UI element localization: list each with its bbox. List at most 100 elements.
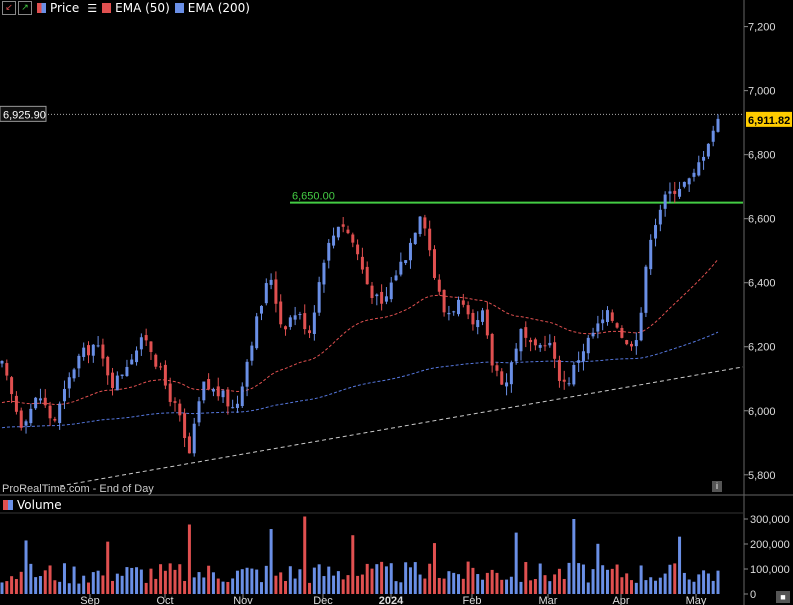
candle-body	[687, 178, 691, 185]
volume-bar	[197, 572, 201, 594]
candle-body	[279, 301, 283, 325]
volume-bar	[38, 576, 42, 594]
volume-bar	[490, 569, 494, 594]
volume-bar	[312, 567, 316, 594]
candle-body	[67, 377, 71, 389]
candle-body	[163, 364, 167, 386]
candle-body	[457, 299, 461, 315]
volume-bar	[106, 541, 110, 594]
volume-bar	[466, 561, 470, 594]
candle-body	[183, 413, 187, 439]
candle-body	[77, 355, 81, 369]
volume-bar	[711, 580, 715, 594]
volume-bar	[553, 574, 557, 594]
candle-body	[125, 366, 129, 377]
volume-bar	[625, 573, 629, 594]
resistance-label: 6,650.00	[292, 191, 335, 203]
candle-body	[706, 143, 710, 157]
volume-bar	[135, 567, 139, 594]
volume-bar	[408, 567, 412, 594]
candle-body	[644, 266, 648, 313]
legend-ema200[interactable]: EMA (200)	[174, 1, 250, 15]
candle-body	[255, 316, 259, 349]
volume-bar	[682, 572, 686, 594]
volume-bar	[120, 575, 124, 594]
candle-body	[130, 359, 134, 365]
volume-bar	[437, 577, 441, 594]
volume-bar	[610, 568, 614, 594]
candle-body	[293, 315, 297, 320]
candle-body	[413, 232, 417, 245]
candle-body	[86, 345, 90, 356]
candle-body	[658, 209, 662, 225]
volume-bar	[557, 568, 561, 594]
volume-bar	[58, 581, 62, 594]
volume-bar	[615, 564, 619, 594]
volume-tick-label: 100,000	[750, 564, 790, 576]
candle-body	[625, 340, 629, 345]
y-tick-label: 6,400	[748, 278, 776, 290]
volume-bar	[524, 562, 528, 594]
candle-body	[370, 285, 374, 298]
volume-bar	[149, 568, 153, 594]
volume-bar	[418, 574, 422, 594]
volume-bar	[620, 577, 624, 594]
candle-body	[384, 296, 388, 302]
legend-ema50[interactable]: EMA (50)	[102, 1, 170, 15]
candle-body	[197, 401, 201, 423]
volume-bar	[649, 577, 653, 594]
volume-bar	[144, 582, 148, 594]
volume-bar	[101, 575, 105, 594]
candle-body	[250, 345, 254, 361]
info-icon[interactable]: i	[712, 481, 722, 492]
high-marker-label: 6,925.90	[3, 109, 46, 121]
volume-bar	[298, 569, 302, 594]
candle-body	[408, 242, 412, 261]
volume-bar	[548, 581, 552, 594]
candle-body	[577, 360, 581, 363]
candle-body	[298, 314, 302, 316]
list-icon[interactable]: ☰	[87, 1, 98, 15]
volume-bar	[706, 573, 710, 594]
volume-bar	[341, 579, 345, 594]
candle-body	[404, 260, 408, 264]
candle-body	[668, 191, 672, 194]
settings-icon[interactable]: ■	[776, 591, 790, 603]
volume-bar	[317, 564, 321, 594]
candle-body	[101, 344, 105, 359]
candle-body	[682, 181, 686, 187]
chart-legend: ↙ ↗ Price ☰ EMA (50) EMA (200)	[0, 0, 250, 16]
candle-body	[442, 289, 446, 313]
candlesticks	[0, 114, 720, 457]
volume-bar	[5, 581, 9, 594]
volume-bar	[577, 563, 581, 594]
volume-bar	[586, 582, 590, 594]
volume-bar	[399, 582, 403, 594]
volume-bar	[264, 565, 268, 594]
candle-body	[490, 333, 494, 366]
volume-bar	[432, 543, 436, 594]
arrow-up-icon[interactable]: ↗	[18, 1, 32, 15]
candle-body	[586, 337, 590, 354]
candle-body	[476, 320, 480, 328]
candle-body	[115, 375, 119, 391]
candle-body	[135, 350, 139, 363]
volume-bar	[639, 565, 643, 594]
candle-body	[58, 403, 62, 423]
candle-body	[692, 172, 696, 177]
arrow-down-icon[interactable]: ↙	[2, 1, 16, 15]
volume-bar	[72, 566, 76, 594]
candle-body	[673, 190, 677, 194]
candle-body	[389, 282, 393, 300]
volume-bar	[53, 580, 57, 594]
volume-bar	[428, 563, 432, 594]
chart-footer: ProRealTime.com - End of Day	[2, 483, 154, 495]
candle-body	[159, 366, 163, 368]
volume-bar	[255, 569, 259, 594]
candle-body	[529, 339, 533, 343]
legend-price[interactable]: Price	[37, 1, 79, 15]
volume-bar	[43, 570, 47, 594]
candle-body	[428, 228, 432, 251]
candle-body	[663, 194, 667, 209]
volume-bar	[380, 561, 384, 594]
